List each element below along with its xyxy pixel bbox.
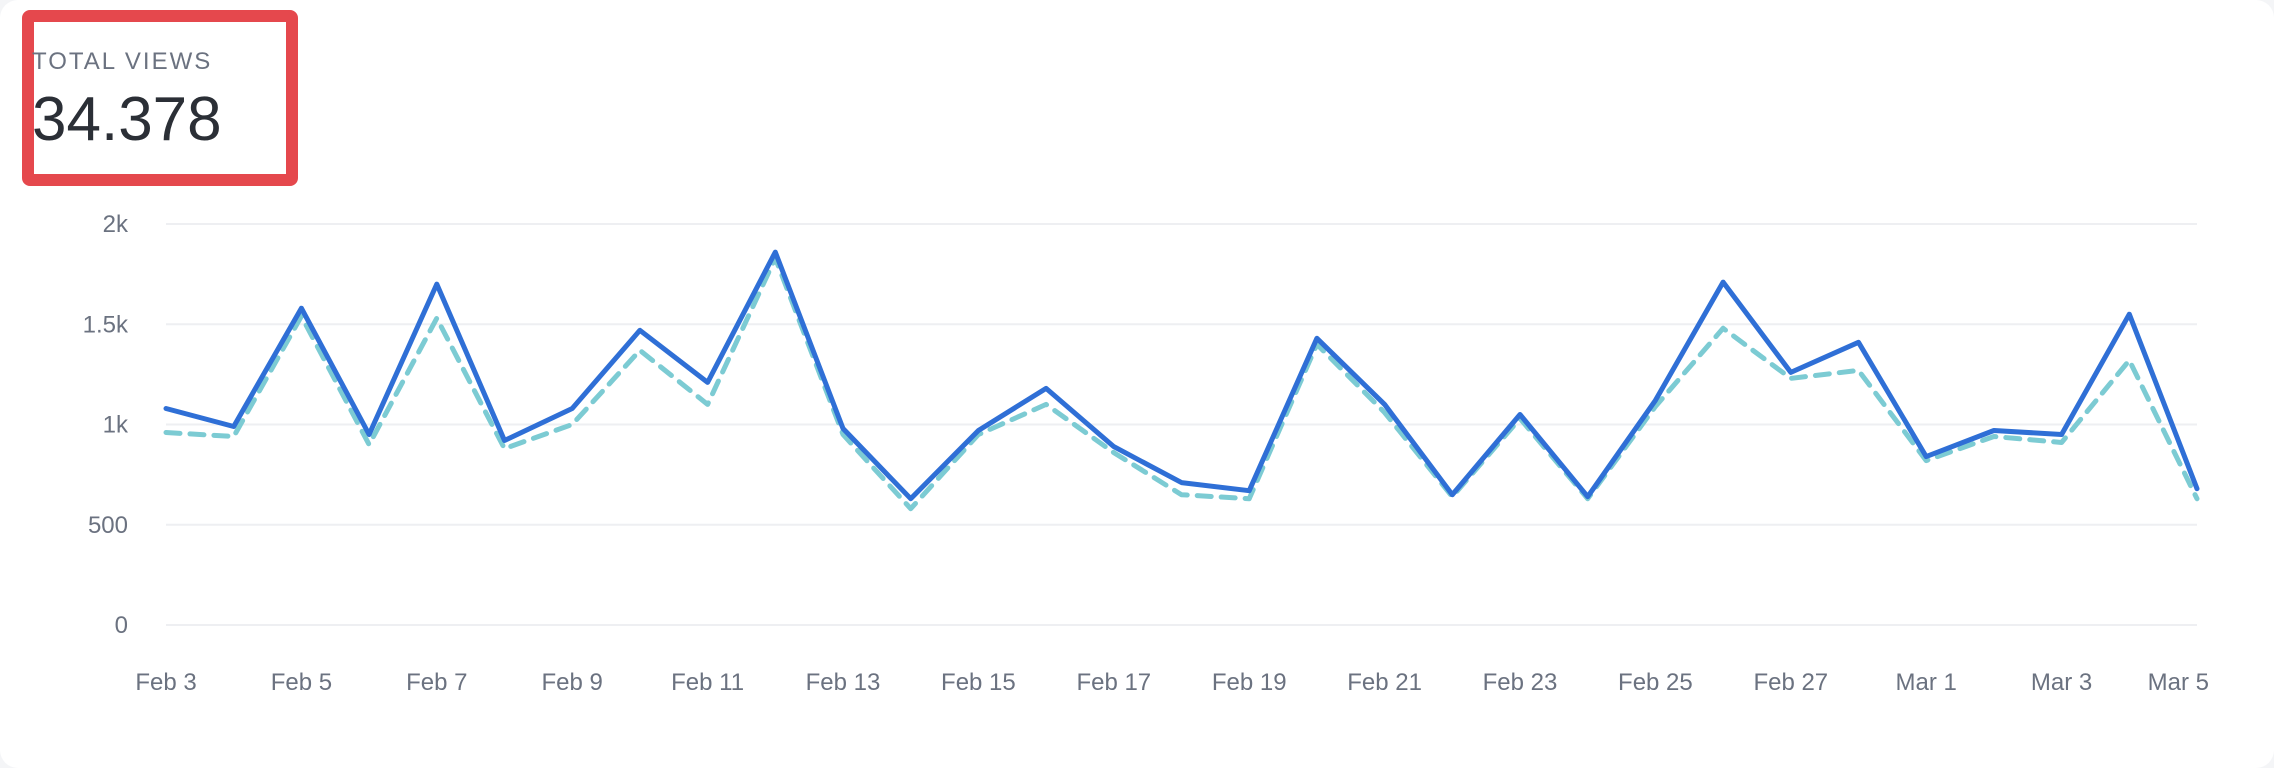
primary-series-line [163, 249, 2200, 502]
total-views-highlight [22, 10, 298, 186]
y-tick-label: 1k [103, 412, 129, 439]
x-tick-label: Feb 5 [271, 669, 332, 696]
series-lines [163, 249, 2200, 512]
x-tick-label: Feb 13 [806, 669, 881, 696]
x-tick-label: Feb 15 [941, 669, 1016, 696]
x-tick-label: Feb 23 [1483, 669, 1558, 696]
x-tick-label: Feb 9 [542, 669, 603, 696]
x-tick-label: Mar 3 [2031, 669, 2092, 696]
x-tick-label: Mar 5 [2148, 669, 2209, 696]
y-tick-label: 2k [103, 211, 129, 238]
total-views-label: TOTAL VIEWS [32, 48, 213, 75]
x-tick-label: Mar 1 [1896, 669, 1957, 696]
y-tick-label: 0 [115, 612, 128, 639]
x-tick-label: Feb 27 [1753, 669, 1828, 696]
y-tick-label: 500 [88, 512, 128, 539]
x-tick-label: Feb 19 [1212, 669, 1287, 696]
y-axis-ticks: 0 500 1k 1.5k 2k [83, 211, 129, 639]
x-tick-label: Feb 17 [1076, 669, 1151, 696]
x-tick-label: Feb 25 [1618, 669, 1693, 696]
x-tick-label: Feb 3 [135, 669, 196, 696]
x-axis-ticks: Feb 3 Feb 5 Feb 7 Feb 9 Feb 11 Feb 13 Feb 15 Fe… [135, 669, 2209, 696]
x-tick-label: Feb 7 [406, 669, 467, 696]
x-tick-label: Feb 11 [671, 669, 744, 696]
total-views-value: 34.378 [32, 85, 222, 154]
grid-lines [166, 223, 2197, 626]
y-tick-label: 1.5k [83, 311, 129, 338]
x-tick-label: Feb 21 [1347, 669, 1422, 696]
secondary-series-line [163, 255, 2200, 512]
